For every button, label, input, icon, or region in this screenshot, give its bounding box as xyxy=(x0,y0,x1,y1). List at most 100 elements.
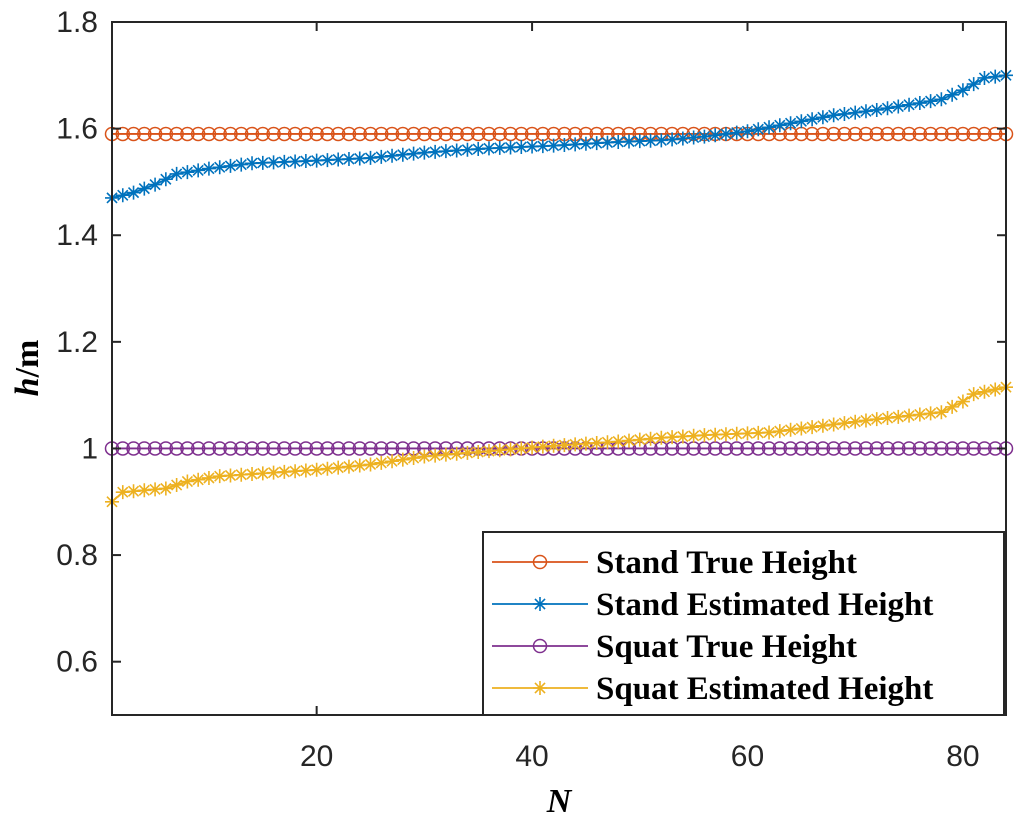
data-point-stand-estimated-height-72 xyxy=(869,102,884,117)
data-point-squat-estimated-height-65 xyxy=(794,421,809,436)
data-point-stand-estimated-height-45 xyxy=(578,136,593,151)
data-point-stand-true-height-35 xyxy=(470,126,486,142)
data-point-stand-estimated-height-47 xyxy=(600,135,615,150)
data-point-stand-true-height-75 xyxy=(901,126,917,142)
data-point-squat-true-height-7 xyxy=(169,441,184,456)
data-point-squat-estimated-height-36 xyxy=(481,444,496,459)
data-point-stand-true-height-22 xyxy=(330,126,346,142)
data-point-stand-estimated-height-35 xyxy=(471,142,486,157)
data-point-squat-estimated-height-53 xyxy=(665,430,680,445)
data-point-stand-estimated-height-80 xyxy=(955,83,970,98)
data-point-squat-estimated-height-73 xyxy=(880,410,895,425)
data-point-stand-estimated-height-29 xyxy=(406,146,421,161)
data-point-squat-estimated-height-67 xyxy=(815,418,830,433)
legend-label-stand-estimated-height: Stand Estimated Height xyxy=(596,587,933,623)
data-point-stand-estimated-height-20 xyxy=(309,153,324,168)
data-point-stand-estimated-height-40 xyxy=(525,139,540,154)
data-point-squat-estimated-height-74 xyxy=(891,409,906,424)
data-point-squat-estimated-height-58 xyxy=(718,427,733,442)
data-point-squat-true-height-22 xyxy=(330,441,346,456)
data-point-squat-estimated-height-59 xyxy=(729,426,744,441)
data-point-stand-true-height-73 xyxy=(880,126,895,142)
data-point-stand-true-height-13 xyxy=(234,126,249,142)
data-point-squat-true-height-13 xyxy=(234,441,249,456)
data-point-squat-true-height-10 xyxy=(201,441,217,456)
data-point-squat-estimated-height-6 xyxy=(158,481,173,496)
y-tick-label: 1.2 xyxy=(56,326,98,359)
data-point-squat-estimated-height-47 xyxy=(600,435,615,450)
data-point-stand-estimated-height-9 xyxy=(191,163,206,178)
data-point-stand-estimated-height-30 xyxy=(417,145,432,160)
data-point-squat-true-height-61 xyxy=(751,441,766,456)
data-point-squat-true-height-67 xyxy=(815,441,831,456)
data-point-squat-true-height-58 xyxy=(718,441,734,456)
y-tick-label: 1.4 xyxy=(56,219,98,252)
data-point-squat-estimated-height-38 xyxy=(503,442,518,457)
data-point-squat-estimated-height-37 xyxy=(492,443,507,458)
data-point-squat-true-height-65 xyxy=(794,441,809,456)
data-point-stand-estimated-height-63 xyxy=(772,118,787,133)
data-point-stand-estimated-height-14 xyxy=(245,156,260,171)
data-point-squat-true-height-18 xyxy=(287,441,303,456)
data-point-stand-true-height-36 xyxy=(481,126,497,142)
data-point-stand-estimated-height-70 xyxy=(848,105,863,120)
data-point-squat-true-height-57 xyxy=(707,441,723,456)
data-point-squat-true-height-73 xyxy=(880,441,895,456)
data-point-stand-true-height-78 xyxy=(934,126,949,142)
x-axis-label: N xyxy=(546,783,573,819)
data-point-stand-estimated-height-36 xyxy=(481,141,496,156)
data-point-squat-estimated-height-70 xyxy=(848,414,863,429)
data-point-squat-estimated-height-57 xyxy=(708,427,723,442)
data-point-stand-true-height-68 xyxy=(826,126,841,142)
data-point-stand-estimated-height-38 xyxy=(503,140,518,155)
data-point-squat-estimated-height-83 xyxy=(988,382,1003,397)
data-point-squat-true-height-19 xyxy=(298,441,314,456)
data-point-squat-estimated-height-54 xyxy=(675,429,690,444)
data-point-squat-estimated-height-13 xyxy=(234,467,249,482)
data-point-stand-estimated-height-55 xyxy=(686,130,701,145)
legend-label-squat-true-height: Squat True Height xyxy=(596,629,857,665)
data-point-squat-true-height-25 xyxy=(363,441,378,456)
x-tick-label: 80 xyxy=(946,740,979,773)
data-point-stand-true-height-25 xyxy=(363,126,378,142)
data-point-stand-true-height-19 xyxy=(298,126,314,142)
data-point-squat-estimated-height-4 xyxy=(137,483,152,498)
data-point-stand-true-height-80 xyxy=(955,126,971,142)
data-point-squat-true-height-5 xyxy=(147,441,163,456)
data-point-stand-estimated-height-73 xyxy=(880,101,895,116)
legend-marker-stand-true-height xyxy=(532,554,548,570)
data-point-squat-estimated-height-3 xyxy=(126,484,141,499)
data-point-squat-estimated-height-16 xyxy=(266,465,281,480)
data-point-stand-estimated-height-82 xyxy=(977,70,992,85)
data-point-stand-estimated-height-50 xyxy=(632,134,647,149)
data-point-squat-estimated-height-28 xyxy=(395,452,410,467)
data-point-squat-true-height-62 xyxy=(761,441,777,456)
data-point-stand-estimated-height-43 xyxy=(557,138,572,153)
data-point-stand-estimated-height-75 xyxy=(902,97,917,112)
x-tick-label: 60 xyxy=(731,740,764,773)
data-point-squat-estimated-height-79 xyxy=(945,399,960,414)
data-point-stand-estimated-height-21 xyxy=(320,153,335,168)
data-point-squat-estimated-height-18 xyxy=(288,464,303,479)
data-point-squat-estimated-height-55 xyxy=(686,428,701,443)
data-point-squat-true-height-75 xyxy=(901,441,917,456)
data-point-squat-true-height-60 xyxy=(740,441,755,456)
data-point-squat-estimated-height-7 xyxy=(169,477,184,492)
data-point-stand-true-height-2 xyxy=(115,126,131,142)
data-point-squat-estimated-height-39 xyxy=(514,441,529,456)
y-tick-label: 0.6 xyxy=(56,646,98,679)
legend-marker-stand-estimated-height xyxy=(533,597,547,611)
data-point-stand-estimated-height-68 xyxy=(826,108,841,123)
data-point-stand-estimated-height-28 xyxy=(395,147,410,162)
data-point-stand-true-height-26 xyxy=(374,126,389,142)
legend-marker-squat-true-height xyxy=(532,638,548,654)
data-point-stand-estimated-height-44 xyxy=(568,137,583,152)
data-point-stand-estimated-height-53 xyxy=(665,132,680,147)
data-point-squat-estimated-height-34 xyxy=(460,445,475,460)
data-point-stand-true-height-31 xyxy=(427,126,443,142)
data-point-squat-estimated-height-49 xyxy=(622,433,637,448)
data-point-stand-true-height-23 xyxy=(341,126,357,142)
data-point-stand-true-height-11 xyxy=(212,126,227,142)
data-point-squat-true-height-8 xyxy=(180,441,195,456)
data-point-stand-true-height-38 xyxy=(503,126,518,142)
